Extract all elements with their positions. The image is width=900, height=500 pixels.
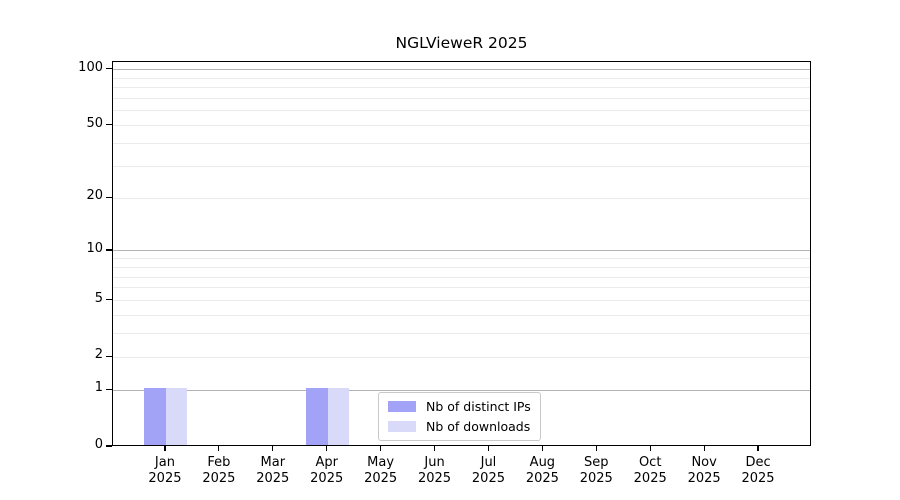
major-gridline xyxy=(113,250,810,252)
x-tick-label-year: 2025 xyxy=(525,470,559,486)
y-tick-label: 10 xyxy=(86,240,103,256)
x-tick-label-month: Nov xyxy=(691,455,717,470)
major-gridline xyxy=(113,125,810,127)
x-tick-label-year: 2025 xyxy=(364,470,398,486)
minor-gridline xyxy=(113,98,810,100)
x-tick-label: May 2025 xyxy=(349,455,413,486)
minor-gridline xyxy=(113,165,810,167)
y-tick-mark xyxy=(106,355,112,357)
bar-jan-downloads xyxy=(165,388,188,445)
x-tick-label-month: Aug xyxy=(529,455,556,470)
y-tick-mark xyxy=(106,298,112,301)
x-tick-label: Jun 2025 xyxy=(403,455,467,486)
x-tick-mark xyxy=(326,446,328,451)
x-tick-label-year: 2025 xyxy=(633,470,667,486)
x-tick-label-year: 2025 xyxy=(256,470,290,486)
minor-gridline xyxy=(113,87,810,89)
x-tick-label: Jul 2025 xyxy=(456,455,520,486)
minor-gridline xyxy=(113,77,810,79)
minor-gridline xyxy=(113,276,810,278)
x-tick-label-year: 2025 xyxy=(417,470,452,486)
legend-label-downloads: Nb of downloads xyxy=(426,419,531,434)
x-tick-label-year: 2025 xyxy=(310,470,344,486)
bar-jan-distinct-ips xyxy=(144,388,166,445)
y-tick-mark xyxy=(106,196,112,198)
x-tick-label-month: Apr xyxy=(315,455,338,470)
minor-gridline xyxy=(113,142,810,144)
x-tick-label-month: Oct xyxy=(638,455,662,470)
y-tick-label: 1 xyxy=(94,380,103,396)
y-tick-label: 0 xyxy=(94,437,103,452)
minor-gridline xyxy=(113,314,810,316)
minor-gridline xyxy=(113,266,810,268)
major-gridline xyxy=(113,389,810,391)
x-tick-label: Nov 2025 xyxy=(672,455,736,486)
x-tick-mark xyxy=(272,446,274,451)
x-tick-label-year: 2025 xyxy=(148,470,182,486)
x-tick-label: Dec 2025 xyxy=(726,455,790,486)
minor-gridline xyxy=(113,258,810,260)
x-tick-label: Sep 2025 xyxy=(564,455,628,486)
x-tick-mark xyxy=(649,446,651,451)
x-tick-label-month: Jul xyxy=(480,455,497,470)
y-tick-mark xyxy=(106,388,112,390)
legend-swatch-downloads xyxy=(388,421,416,432)
bar-apr-distinct-ips xyxy=(306,388,328,445)
x-tick-mark xyxy=(703,446,705,451)
x-tick-label-year: 2025 xyxy=(687,470,721,486)
x-tick-label: Feb 2025 xyxy=(187,455,251,486)
minor-gridline xyxy=(113,333,810,335)
x-tick-label-month: Sep xyxy=(584,455,609,470)
x-tick-label-year: 2025 xyxy=(471,470,505,486)
x-tick-label: Mar 2025 xyxy=(241,455,305,486)
x-tick-label-year: 2025 xyxy=(741,470,775,486)
bar-apr-downloads xyxy=(327,388,350,445)
x-tick-mark xyxy=(757,446,759,451)
x-tick-label-month: May xyxy=(367,455,395,470)
x-tick-label: Apr 2025 xyxy=(295,455,359,486)
legend: Nb of distinct IPs Nb of downloads xyxy=(378,392,541,441)
plot-area xyxy=(112,61,811,446)
legend-label-distinct-ips: Nb of distinct IPs xyxy=(426,399,531,414)
x-tick-mark xyxy=(218,446,220,451)
x-tick-label-month: Feb xyxy=(207,455,231,470)
x-tick-label-month: Dec xyxy=(745,455,771,470)
x-tick-mark xyxy=(433,446,436,451)
x-tick-mark xyxy=(595,446,597,451)
major-gridline xyxy=(113,69,810,71)
y-tick-label: 20 xyxy=(86,188,103,204)
legend-swatch-distinct-ips xyxy=(388,401,416,412)
y-tick-mark xyxy=(106,68,112,70)
legend-entry-downloads: Nb of downloads xyxy=(388,419,531,434)
y-tick-label: 5 xyxy=(94,290,103,306)
major-gridline xyxy=(113,300,810,302)
legend-entry-distinct-ips: Nb of distinct IPs xyxy=(388,399,531,414)
major-gridline xyxy=(113,197,810,199)
minor-gridline xyxy=(113,287,810,289)
x-tick-label: Oct 2025 xyxy=(618,455,682,486)
x-tick-label-month: Mar xyxy=(260,455,286,470)
y-tick-label: 100 xyxy=(78,59,103,75)
x-tick-label: Aug 2025 xyxy=(510,455,574,486)
x-tick-label: Jan 2025 xyxy=(133,455,197,486)
x-tick-mark xyxy=(487,446,490,451)
x-tick-label-month: Jan xyxy=(154,455,175,470)
major-gridline xyxy=(113,356,810,358)
y-tick-mark xyxy=(106,249,112,251)
y-tick-label: 2 xyxy=(94,347,103,363)
chart-title: NGLVieweR 2025 xyxy=(395,34,528,52)
x-tick-mark xyxy=(164,446,166,451)
x-tick-label-year: 2025 xyxy=(202,470,236,486)
x-tick-mark xyxy=(380,446,382,451)
minor-gridline xyxy=(113,110,810,112)
x-tick-label-month: Jun xyxy=(424,455,445,470)
y-tick-mark xyxy=(106,123,112,126)
x-tick-label-year: 2025 xyxy=(579,470,613,486)
y-tick-mark xyxy=(106,445,112,447)
x-tick-mark xyxy=(541,446,543,451)
y-tick-label: 50 xyxy=(86,115,103,131)
